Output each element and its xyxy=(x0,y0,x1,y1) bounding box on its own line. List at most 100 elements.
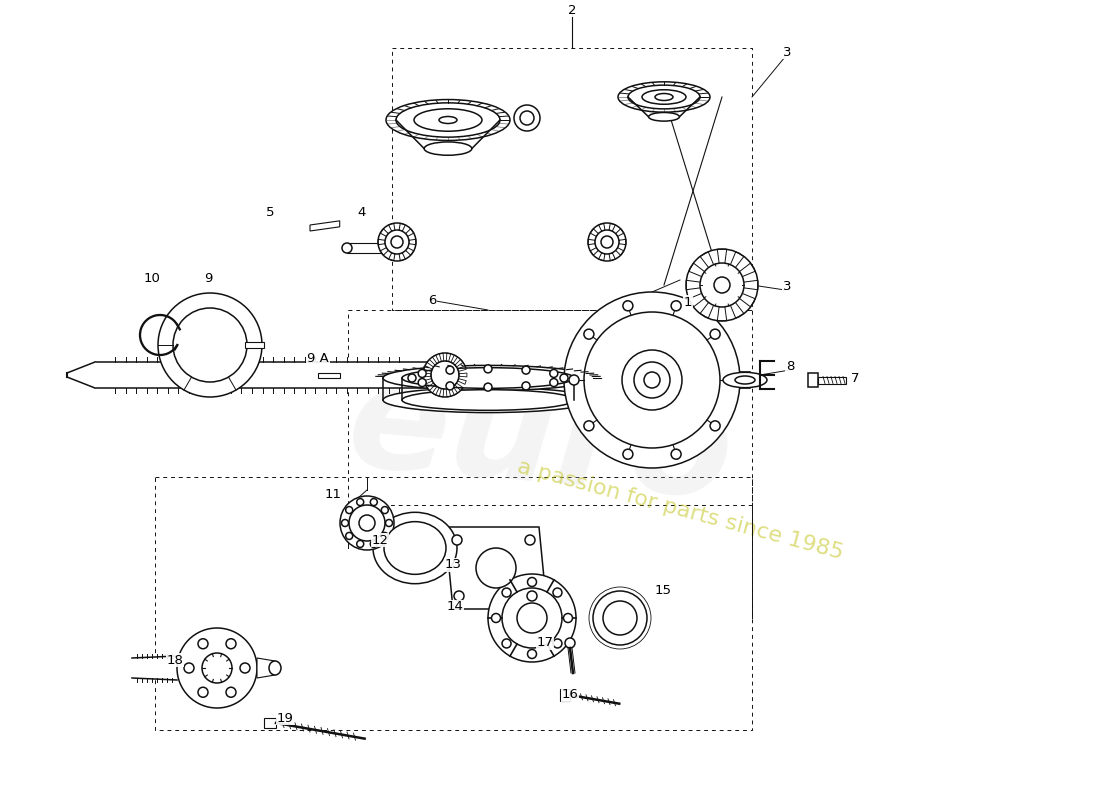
Circle shape xyxy=(584,329,594,339)
Ellipse shape xyxy=(270,661,280,675)
Circle shape xyxy=(522,382,530,390)
Circle shape xyxy=(382,533,388,539)
Ellipse shape xyxy=(628,85,700,109)
Circle shape xyxy=(520,111,534,125)
Circle shape xyxy=(418,370,426,378)
Text: 15: 15 xyxy=(654,583,671,597)
Circle shape xyxy=(173,308,248,382)
Ellipse shape xyxy=(402,390,574,410)
Text: 9 A: 9 A xyxy=(307,351,329,365)
Circle shape xyxy=(528,650,537,658)
Circle shape xyxy=(714,277,730,293)
Circle shape xyxy=(564,292,740,468)
Ellipse shape xyxy=(384,522,446,574)
Circle shape xyxy=(382,506,388,514)
Circle shape xyxy=(488,574,576,662)
Text: 14: 14 xyxy=(447,601,463,614)
Circle shape xyxy=(588,223,626,261)
Circle shape xyxy=(644,372,660,388)
Circle shape xyxy=(476,548,516,588)
Ellipse shape xyxy=(386,99,510,141)
Ellipse shape xyxy=(723,372,767,388)
Circle shape xyxy=(603,601,637,635)
Text: 7: 7 xyxy=(850,371,859,385)
Circle shape xyxy=(502,588,512,597)
Text: 10: 10 xyxy=(144,271,161,285)
Ellipse shape xyxy=(373,512,456,584)
Ellipse shape xyxy=(425,142,472,155)
Circle shape xyxy=(634,362,670,398)
Circle shape xyxy=(527,591,537,601)
Ellipse shape xyxy=(402,368,574,388)
Circle shape xyxy=(522,366,530,374)
Circle shape xyxy=(177,628,257,708)
Text: 18: 18 xyxy=(166,654,184,666)
Ellipse shape xyxy=(649,113,680,121)
Ellipse shape xyxy=(390,243,400,253)
Circle shape xyxy=(671,449,681,459)
Circle shape xyxy=(595,230,619,254)
Text: a passion for parts since 1985: a passion for parts since 1985 xyxy=(515,457,845,563)
Circle shape xyxy=(502,588,562,648)
Polygon shape xyxy=(245,342,264,348)
Polygon shape xyxy=(257,658,275,678)
Circle shape xyxy=(385,230,409,254)
Text: 17: 17 xyxy=(537,637,553,650)
Circle shape xyxy=(418,378,426,386)
Circle shape xyxy=(484,383,492,391)
Circle shape xyxy=(349,505,385,541)
Circle shape xyxy=(198,638,208,649)
Text: 2: 2 xyxy=(568,3,576,17)
Circle shape xyxy=(621,350,682,410)
Text: 19: 19 xyxy=(276,711,294,725)
Polygon shape xyxy=(132,656,177,680)
Ellipse shape xyxy=(654,94,673,101)
Circle shape xyxy=(454,591,464,601)
Circle shape xyxy=(550,370,558,378)
Ellipse shape xyxy=(342,243,352,253)
Ellipse shape xyxy=(414,109,482,131)
Circle shape xyxy=(623,449,632,459)
Circle shape xyxy=(711,421,720,431)
Text: 16: 16 xyxy=(562,689,579,702)
Circle shape xyxy=(725,375,735,385)
Polygon shape xyxy=(318,373,340,378)
Circle shape xyxy=(514,105,540,131)
Circle shape xyxy=(446,382,454,390)
Circle shape xyxy=(484,365,492,373)
Circle shape xyxy=(525,535,535,545)
Text: 12: 12 xyxy=(372,534,388,546)
Circle shape xyxy=(553,639,562,648)
Circle shape xyxy=(492,614,500,622)
Circle shape xyxy=(623,301,632,311)
Text: 8: 8 xyxy=(785,359,794,373)
Circle shape xyxy=(553,588,562,597)
Circle shape xyxy=(378,223,416,261)
Polygon shape xyxy=(818,377,846,383)
Circle shape xyxy=(356,541,364,547)
Circle shape xyxy=(563,614,572,622)
Polygon shape xyxy=(446,527,547,609)
Polygon shape xyxy=(346,243,395,253)
Polygon shape xyxy=(808,373,818,387)
Circle shape xyxy=(528,578,537,586)
Circle shape xyxy=(593,591,647,645)
Circle shape xyxy=(198,687,208,698)
Circle shape xyxy=(502,639,512,648)
Circle shape xyxy=(424,353,468,397)
Circle shape xyxy=(345,533,353,539)
Text: 11: 11 xyxy=(324,489,341,502)
Circle shape xyxy=(340,496,394,550)
Circle shape xyxy=(356,498,364,506)
Circle shape xyxy=(446,366,454,374)
Text: 4: 4 xyxy=(358,206,366,219)
Ellipse shape xyxy=(396,103,500,137)
Circle shape xyxy=(550,378,558,386)
Text: euro: euro xyxy=(342,351,738,529)
Polygon shape xyxy=(264,718,276,728)
Ellipse shape xyxy=(618,82,710,112)
Circle shape xyxy=(711,329,720,339)
Polygon shape xyxy=(67,362,95,388)
Circle shape xyxy=(359,515,375,531)
Text: 13: 13 xyxy=(444,558,462,571)
